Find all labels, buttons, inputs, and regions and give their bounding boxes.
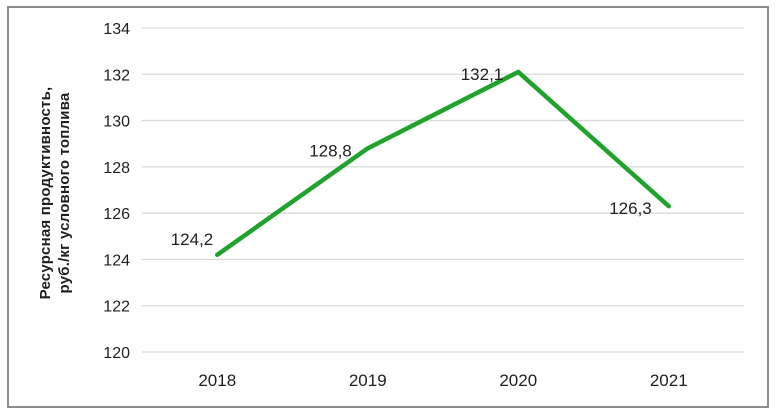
y-tick-label: 124 xyxy=(103,252,130,269)
x-tick-label: 2021 xyxy=(650,371,688,390)
chart-border xyxy=(7,6,769,408)
data-label: 132,1 xyxy=(461,65,504,84)
y-tick-label: 122 xyxy=(103,299,130,316)
data-label: 124,2 xyxy=(171,230,214,249)
y-tick-label: 130 xyxy=(103,114,130,131)
data-label: 128,8 xyxy=(309,141,352,160)
y-tick-label: 134 xyxy=(103,21,130,38)
x-tick-label: 2018 xyxy=(198,371,236,390)
data-label: 126,3 xyxy=(609,199,652,218)
x-tick-label: 2020 xyxy=(499,371,537,390)
x-tick-label: 2019 xyxy=(349,371,387,390)
y-tick-label: 120 xyxy=(103,345,130,362)
y-tick-label: 132 xyxy=(103,67,130,84)
series-line xyxy=(215,69,671,258)
y-tick-label: 128 xyxy=(103,160,130,177)
y-tick-label: 126 xyxy=(103,206,130,223)
